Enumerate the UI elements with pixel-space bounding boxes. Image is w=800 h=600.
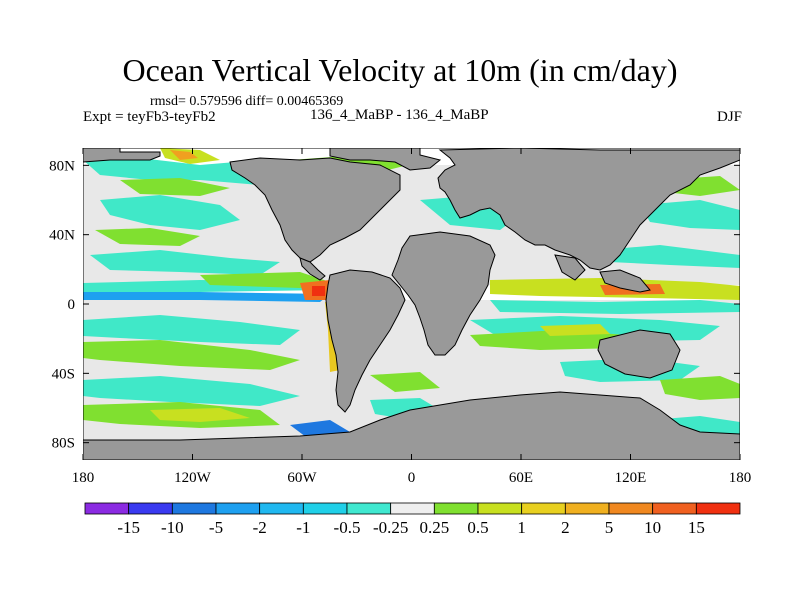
colorbar-swatch bbox=[390, 502, 435, 515]
latitude-ticks: 80N 40N 0 40S 80S bbox=[49, 158, 740, 452]
lon-tick-label: 0 bbox=[408, 470, 416, 486]
colorbar-label: -1 bbox=[296, 518, 310, 537]
case-label: 136_4_MaBP - 136_4_MaBP bbox=[310, 107, 489, 123]
land-north-america bbox=[229, 157, 401, 263]
land-africa bbox=[391, 231, 496, 356]
colorbar-swatch bbox=[128, 502, 173, 515]
land-india bbox=[554, 254, 586, 281]
colorbar-swatch bbox=[84, 502, 130, 515]
land-indonesia bbox=[599, 269, 651, 293]
stats-label: rmsd= 0.579596 diff= 0.00465369 bbox=[150, 94, 344, 109]
colorbar-swatch bbox=[477, 502, 523, 515]
colorbar-label: 15 bbox=[688, 518, 705, 537]
colorbar-swatch bbox=[259, 502, 304, 515]
lon-tick-label: 180 bbox=[729, 470, 752, 486]
colorbar-swatch bbox=[346, 502, 392, 515]
land-south-america bbox=[325, 269, 406, 413]
lat-tick-label: 80S bbox=[52, 436, 75, 452]
experiment-label: Expt = teyFb3-teyFb2 bbox=[83, 109, 216, 125]
lat-tick-label: 40N bbox=[49, 228, 75, 244]
land bbox=[83, 148, 740, 460]
plot-title: Ocean Vertical Velocity at 10m (in cm/da… bbox=[122, 52, 678, 88]
lat-tick-label: 40S bbox=[52, 366, 75, 382]
colorbar-label: -5 bbox=[209, 518, 223, 537]
colorbar-swatch bbox=[171, 502, 217, 515]
colorbar-label: 5 bbox=[605, 518, 614, 537]
colorbar-swatch bbox=[564, 502, 610, 515]
colorbar-swatch bbox=[608, 502, 654, 515]
longitude-ticks: 180 120W 60W 0 60E 120E 180 bbox=[72, 148, 752, 486]
colorbar-swatch bbox=[433, 502, 479, 515]
lon-tick-label: 60E bbox=[509, 470, 533, 486]
colorbar-label: 2 bbox=[561, 518, 570, 537]
lon-tick-label: 120E bbox=[615, 470, 647, 486]
colorbar-swatch bbox=[521, 502, 566, 515]
colorbar-swatch bbox=[652, 502, 697, 515]
land-australia bbox=[597, 329, 681, 379]
colorbar-label: -2 bbox=[253, 518, 267, 537]
season-label: DJF bbox=[716, 109, 742, 125]
land-arctic-west bbox=[83, 148, 161, 163]
colorbar-swatch bbox=[215, 502, 261, 515]
colorbar-swatch bbox=[695, 502, 741, 515]
colorbar-label: -15 bbox=[117, 518, 140, 537]
colorbar-swatch bbox=[302, 502, 348, 515]
lon-tick-label: 60W bbox=[287, 470, 317, 486]
colorbar-label: 10 bbox=[644, 518, 661, 537]
land-greenland bbox=[329, 148, 442, 171]
lon-tick-label: 120W bbox=[174, 470, 212, 486]
colorbar-label: -0.5 bbox=[334, 518, 361, 537]
colorbar-label: -10 bbox=[161, 518, 184, 537]
colorbar-label: 0.5 bbox=[467, 518, 488, 537]
land-eurasia bbox=[437, 148, 740, 271]
colorbar: -15 -10 -5 -2 -1 -0.5 -0.25 0.25 0.5 1 2 5 10 15 bbox=[84, 502, 741, 537]
lon-tick-label: 180 bbox=[72, 470, 95, 486]
lat-tick-label: 0 bbox=[68, 297, 76, 313]
colorbar-label: 0.25 bbox=[419, 518, 449, 537]
colorbar-label: 1 bbox=[517, 518, 526, 537]
lat-tick-label: 80N bbox=[49, 158, 75, 174]
land-antarctica bbox=[83, 391, 740, 460]
colorbar-label: -0.25 bbox=[373, 518, 408, 537]
land-central-america bbox=[299, 257, 326, 281]
